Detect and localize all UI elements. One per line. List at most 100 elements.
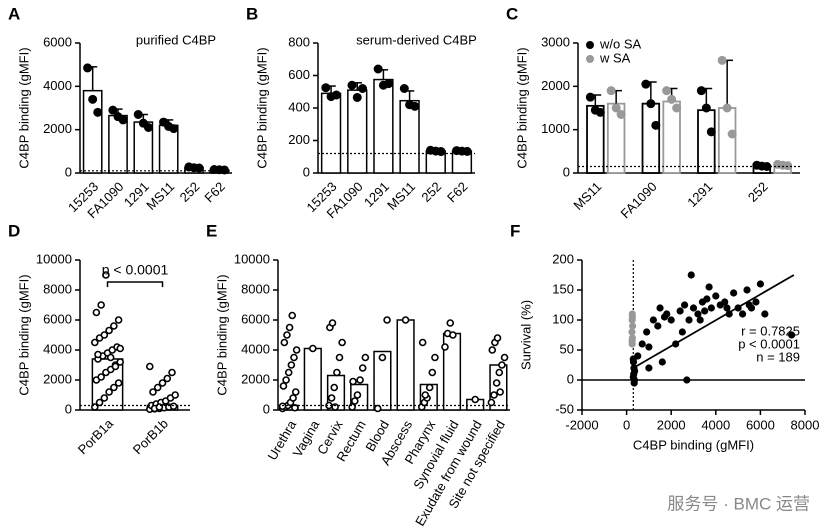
y-tick-label: 100 xyxy=(552,311,574,326)
data-point xyxy=(696,86,706,96)
data-point xyxy=(158,379,167,387)
data-point xyxy=(194,163,204,173)
x-tick-label: F62 xyxy=(444,179,470,205)
data-point xyxy=(431,353,439,362)
data-point xyxy=(219,165,229,175)
panel-title: serum-derived C4BP xyxy=(356,32,477,47)
data-point xyxy=(291,388,300,396)
data-point xyxy=(289,394,297,402)
data-point xyxy=(654,322,662,330)
data-point xyxy=(284,368,293,377)
data-point xyxy=(288,311,297,320)
data-point xyxy=(723,304,731,312)
y-tick-label: -50 xyxy=(555,401,574,416)
data-point xyxy=(384,79,394,89)
data-point xyxy=(495,368,504,377)
data-point xyxy=(645,364,653,372)
bar xyxy=(641,102,661,174)
data-point xyxy=(717,55,727,65)
y-axis-label: C4BP binding (gMFI) xyxy=(16,47,31,168)
data-point xyxy=(410,101,420,111)
data-point xyxy=(585,92,595,102)
y-tick-label: 400 xyxy=(288,99,310,114)
data-point xyxy=(641,79,651,89)
data-point xyxy=(707,304,715,312)
y-axis-label: C4BP binding (gMFI) xyxy=(514,47,529,168)
data-point xyxy=(706,127,716,137)
data-point xyxy=(106,353,115,362)
data-point xyxy=(705,283,713,291)
bar xyxy=(373,78,394,174)
data-point xyxy=(95,398,104,407)
data-point xyxy=(114,316,123,324)
x-tick-label: 252 xyxy=(745,179,771,205)
x-tick-label: 2000 xyxy=(657,417,686,432)
data-point xyxy=(745,301,753,309)
data-point xyxy=(662,86,672,96)
data-point xyxy=(421,391,430,399)
data-point xyxy=(701,307,709,315)
data-point xyxy=(462,146,472,156)
watermark: 服务号 · BMC 运营 xyxy=(667,494,810,513)
bar xyxy=(320,92,342,174)
data-point xyxy=(88,94,98,104)
y-tick-label: 2000 xyxy=(541,78,570,93)
data-point xyxy=(114,379,123,387)
data-point xyxy=(290,353,298,362)
x-tick-label: PorB1b xyxy=(130,416,171,457)
x-tick-label: MS11 xyxy=(570,179,604,213)
y-tick-label: 8000 xyxy=(241,281,270,296)
legend-label: w SA xyxy=(599,50,631,65)
data-point xyxy=(153,383,162,392)
data-point xyxy=(628,310,636,318)
legend-label: w/o SA xyxy=(599,36,642,51)
data-point xyxy=(331,403,339,411)
data-point xyxy=(97,373,105,381)
data-point xyxy=(656,304,664,312)
y-tick-label: 4000 xyxy=(43,341,72,356)
data-point xyxy=(285,323,294,332)
data-point xyxy=(727,129,737,139)
data-point xyxy=(378,353,387,362)
legend-marker xyxy=(586,55,594,63)
data-point xyxy=(358,364,367,372)
data-point xyxy=(703,295,711,303)
data-point xyxy=(97,301,105,309)
x-tick-label: MS11 xyxy=(143,179,177,213)
statistic: r = 0.7825 xyxy=(741,323,800,338)
data-point xyxy=(721,298,729,306)
data-point xyxy=(280,338,289,347)
p-value: p < 0.0001 xyxy=(102,262,169,278)
data-point xyxy=(373,404,382,413)
x-axis-label: C4BP binding (gMFI) xyxy=(633,437,754,452)
y-tick-label: 0 xyxy=(263,401,270,416)
y-tick-label: 10000 xyxy=(36,251,72,266)
x-tick-label: -2000 xyxy=(565,417,598,432)
data-point xyxy=(630,379,638,387)
panel-letter: E xyxy=(206,221,217,240)
data-point xyxy=(496,388,504,396)
data-point xyxy=(118,115,128,125)
data-point xyxy=(743,286,751,294)
data-point xyxy=(628,328,636,336)
data-point xyxy=(611,103,621,113)
y-tick-label: 0 xyxy=(563,164,570,179)
data-point xyxy=(428,368,437,377)
data-point xyxy=(689,304,698,312)
data-point xyxy=(446,319,455,327)
data-point xyxy=(282,376,290,384)
data-point xyxy=(94,350,102,359)
data-point xyxy=(418,338,427,347)
data-point xyxy=(108,105,118,115)
data-point xyxy=(90,338,99,347)
data-point xyxy=(680,301,689,309)
bar xyxy=(697,109,716,174)
data-point xyxy=(349,377,357,386)
data-point xyxy=(487,398,496,407)
data-point xyxy=(292,346,301,354)
y-axis-label: C4BP binding (gMFI) xyxy=(214,274,229,395)
data-point xyxy=(488,346,497,354)
data-point xyxy=(145,362,154,371)
data-point xyxy=(756,280,765,288)
x-tick-label: 252 xyxy=(418,179,444,205)
